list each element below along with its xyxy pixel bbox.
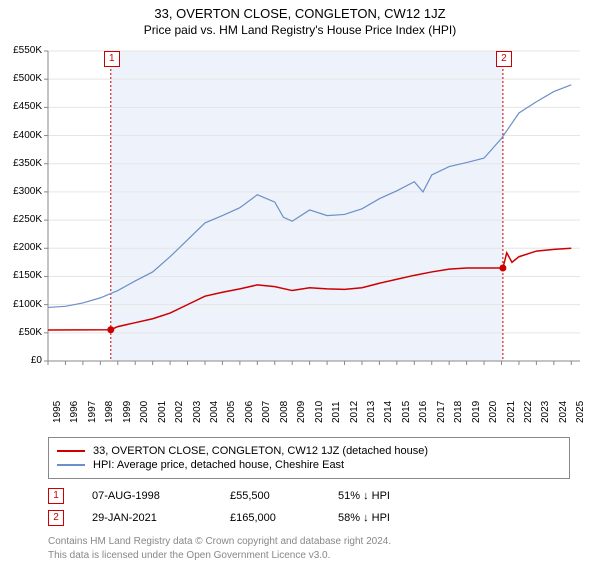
x-tick-label: 2005 [226, 401, 237, 423]
x-tick-label: 2020 [488, 401, 499, 423]
x-tick-label: 2012 [349, 401, 360, 423]
x-tick-label: 2016 [418, 401, 429, 423]
y-tick-label: £250K [0, 214, 42, 225]
x-tick-label: 2007 [261, 401, 272, 423]
x-tick-label: 2015 [401, 401, 412, 423]
x-tick-label: 2006 [244, 401, 255, 423]
x-tick-label: 2000 [139, 401, 150, 423]
sale-marker-box: 2 [48, 510, 64, 526]
legend-label: HPI: Average price, detached house, Ches… [93, 459, 344, 471]
chart-subtitle: Price paid vs. HM Land Registry's House … [0, 21, 600, 41]
sale-date: 07-AUG-1998 [92, 490, 202, 502]
x-tick-label: 2011 [331, 401, 342, 423]
sales-table: 1 07-AUG-1998 £55,500 51% ↓ HPI 2 29-JAN… [48, 485, 570, 529]
chart-container: 33, OVERTON CLOSE, CONGLETON, CW12 1JZ P… [0, 0, 600, 562]
x-tick-label: 2001 [157, 401, 168, 423]
legend-item-hpi: HPI: Average price, detached house, Ches… [57, 458, 561, 472]
y-tick-label: £500K [0, 73, 42, 84]
sale-date: 29-JAN-2021 [92, 512, 202, 524]
legend-item-price-paid: 33, OVERTON CLOSE, CONGLETON, CW12 1JZ (… [57, 444, 561, 458]
y-tick-label: £0 [0, 355, 42, 366]
sale-marker-flag: 2 [496, 51, 512, 67]
x-tick-label: 2022 [523, 401, 534, 423]
chart-svg [0, 41, 600, 391]
x-tick-label: 2018 [453, 401, 464, 423]
y-tick-label: £50K [0, 327, 42, 338]
sale-row-1: 1 07-AUG-1998 £55,500 51% ↓ HPI [48, 485, 570, 507]
sale-pct: 58% ↓ HPI [338, 512, 390, 524]
x-tick-label: 2021 [506, 401, 517, 423]
chart-title: 33, OVERTON CLOSE, CONGLETON, CW12 1JZ [0, 0, 600, 21]
footnote: Contains HM Land Registry data © Crown c… [48, 535, 570, 562]
x-tick-label: 2019 [471, 401, 482, 423]
x-tick-label: 2017 [436, 401, 447, 423]
sale-pct: 51% ↓ HPI [338, 490, 390, 502]
y-tick-label: £450K [0, 101, 42, 112]
x-tick-label: 2014 [383, 401, 394, 423]
x-axis: 1995 1996 1997 1998 1999 2000 2001 2002 2003 2004… [0, 391, 600, 431]
sale-marker-flag: 1 [104, 51, 120, 67]
x-tick-label: 2002 [174, 401, 185, 423]
sale-price: £55,500 [230, 490, 310, 502]
legend: 33, OVERTON CLOSE, CONGLETON, CW12 1JZ (… [48, 437, 570, 479]
sale-marker-box: 1 [48, 488, 64, 504]
x-tick-label: 1996 [69, 401, 80, 423]
x-tick-label: 2004 [209, 401, 220, 423]
y-tick-label: £550K [0, 45, 42, 56]
y-tick-label: £400K [0, 130, 42, 141]
legend-swatch [57, 464, 85, 466]
y-tick-label: £150K [0, 270, 42, 281]
legend-swatch [57, 450, 85, 452]
sale-price: £165,000 [230, 512, 310, 524]
y-tick-label: £350K [0, 158, 42, 169]
y-tick-label: £100K [0, 299, 42, 310]
x-tick-label: 2023 [540, 401, 551, 423]
x-tick-label: 1997 [87, 401, 98, 423]
y-tick-label: £300K [0, 186, 42, 197]
x-tick-label: 2024 [558, 401, 569, 423]
x-tick-label: 2008 [279, 401, 290, 423]
x-tick-label: 2009 [296, 401, 307, 423]
x-tick-label: 2013 [366, 401, 377, 423]
x-tick-label: 2025 [575, 401, 586, 423]
sale-row-2: 2 29-JAN-2021 £165,000 58% ↓ HPI [48, 507, 570, 529]
y-tick-label: £200K [0, 242, 42, 253]
footnote-line: Contains HM Land Registry data © Crown c… [48, 535, 570, 549]
plot-area: £0 £50K £100K £150K £200K £250K £300K £350K £400… [0, 41, 600, 391]
x-tick-label: 2010 [314, 401, 325, 423]
x-tick-label: 1995 [52, 401, 63, 423]
x-tick-label: 1998 [104, 401, 115, 423]
legend-label: 33, OVERTON CLOSE, CONGLETON, CW12 1JZ (… [93, 445, 428, 457]
x-tick-label: 2003 [192, 401, 203, 423]
x-tick-label: 1999 [122, 401, 133, 423]
